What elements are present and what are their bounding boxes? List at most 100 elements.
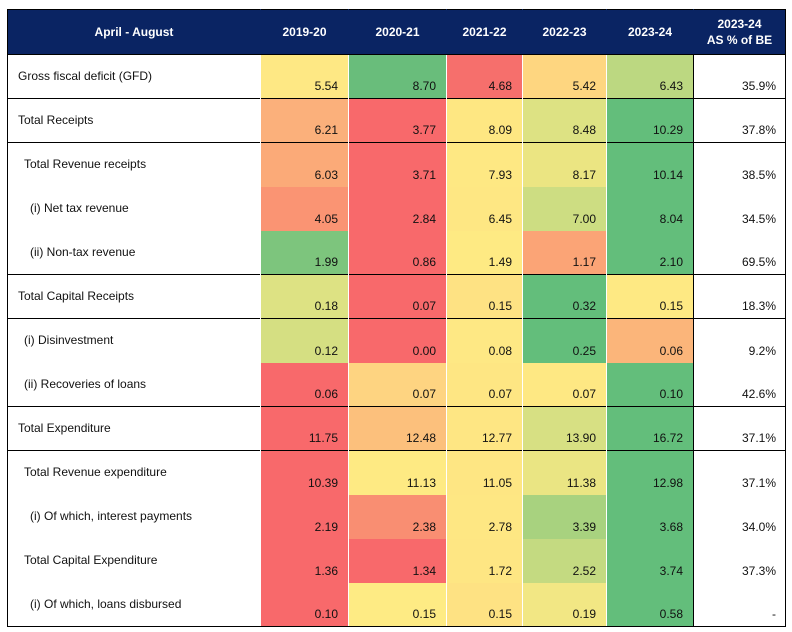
value-cell: 2.52 [522,538,607,583]
value-cell: 0.07 [522,362,607,407]
value-cell: 1.36 [260,538,349,583]
value-cell: 0.15 [446,582,523,627]
value-cell: 6.03 [260,142,349,187]
value-cell: 0.00 [348,318,447,363]
table-row: (i) Disinvestment 0.12 0.00 0.08 0.25 0.06 9.2… [7,318,786,363]
row-label: (ii) Recoveries of loans [7,362,261,407]
value-cell: 0.86 [348,230,447,275]
row-label: Total Capital Expenditure [7,538,261,583]
value-cell: 12.48 [348,406,447,451]
pct-of-be-cell: - [693,582,786,627]
row-label: (i) Net tax revenue [7,186,261,231]
col-header-pct-line2: AS % of BE [706,33,773,47]
value-cell: 0.25 [522,318,607,363]
col-header-2021-22: 2021-22 [446,9,523,55]
table-row: Total Receipts 6.21 3.77 8.09 8.48 10.29 37.8% [7,98,786,143]
pct-of-be-cell: 37.3% [693,538,786,583]
row-label: (i) Disinvestment [7,318,261,363]
value-cell: 6.45 [446,186,523,231]
value-cell: 8.70 [348,54,447,99]
table-row: Total Revenue receipts 6.03 3.71 7.93 8.17 10… [7,142,786,187]
value-cell: 2.78 [446,494,523,539]
value-cell: 0.15 [348,582,447,627]
value-cell: 8.48 [522,98,607,143]
value-cell: 4.05 [260,186,349,231]
row-label: Total Revenue receipts [7,142,261,187]
table-row: (ii) Non-tax revenue 1.99 0.86 1.49 1.17 2.10… [7,230,786,275]
value-cell: 6.43 [606,54,694,99]
value-cell: 3.74 [606,538,694,583]
value-cell: 5.54 [260,54,349,99]
pct-of-be-cell: 37.1% [693,406,786,451]
table-row: Total Capital Expenditure 1.36 1.34 1.72 2.5… [7,538,786,583]
col-header-2019-20: 2019-20 [260,9,349,55]
value-cell: 1.49 [446,230,523,275]
value-cell: 0.07 [348,362,447,407]
value-cell: 11.05 [446,450,523,495]
table-row: Total Capital Receipts 0.18 0.07 0.15 0.32 0.… [7,274,786,319]
value-cell: 11.38 [522,450,607,495]
table-row: (ii) Recoveries of loans 0.06 0.07 0.07 0.07… [7,362,786,407]
value-cell: 2.19 [260,494,349,539]
pct-of-be-cell: 35.9% [693,54,786,99]
value-cell: 10.14 [606,142,694,187]
table-row: Gross fiscal deficit (GFD) 5.54 8.70 4.68 5.… [7,54,786,99]
value-cell: 12.98 [606,450,694,495]
table-row: (i) Net tax revenue 4.05 2.84 6.45 7.00 8.04 3… [7,186,786,231]
col-header-2022-23: 2022-23 [522,9,607,55]
value-cell: 0.19 [522,582,607,627]
col-header-period: April - August [7,9,261,55]
value-cell: 6.21 [260,98,349,143]
row-label: Total Revenue expenditure [7,450,261,495]
value-cell: 2.84 [348,186,447,231]
row-label: (i) Of which, loans disbursed [7,582,261,627]
col-header-2020-21: 2020-21 [348,9,447,55]
value-cell: 1.17 [522,230,607,275]
value-cell: 10.29 [606,98,694,143]
value-cell: 0.06 [606,318,694,363]
value-cell: 3.71 [348,142,447,187]
pct-of-be-cell: 69.5% [693,230,786,275]
value-cell: 1.72 [446,538,523,583]
value-cell: 7.93 [446,142,523,187]
pct-of-be-cell: 37.8% [693,98,786,143]
value-cell: 3.68 [606,494,694,539]
value-cell: 0.32 [522,274,607,319]
value-cell: 0.12 [260,318,349,363]
value-cell: 1.99 [260,230,349,275]
value-cell: 10.39 [260,450,349,495]
pct-of-be-cell: 9.2% [693,318,786,363]
fiscal-table: April - August 2019-20 2020-21 2021-22 2… [7,9,786,627]
col-header-pct-of-be: 2023-24 AS % of BE [693,9,786,55]
value-cell: 12.77 [446,406,523,451]
value-cell: 11.13 [348,450,447,495]
table-row: (i) Of which, loans disbursed 0.10 0.15 0.1… [7,582,786,627]
value-cell: 4.68 [446,54,523,99]
value-cell: 5.42 [522,54,607,99]
value-cell: 16.72 [606,406,694,451]
table-row: (i) Of which, interest payments 2.19 2.38 2… [7,494,786,539]
value-cell: 7.00 [522,186,607,231]
value-cell: 0.15 [446,274,523,319]
value-cell: 0.10 [606,362,694,407]
table-body: Gross fiscal deficit (GFD) 5.54 8.70 4.68 5.… [7,54,786,627]
row-label: Total Receipts [7,98,261,143]
value-cell: 0.10 [260,582,349,627]
value-cell: 0.15 [606,274,694,319]
value-cell: 8.17 [522,142,607,187]
value-cell: 2.38 [348,494,447,539]
pct-of-be-cell: 18.3% [693,274,786,319]
value-cell: 8.04 [606,186,694,231]
row-label: (ii) Non-tax revenue [7,230,261,275]
value-cell: 3.39 [522,494,607,539]
value-cell: 0.07 [446,362,523,407]
table-row: Total Revenue expenditure 10.39 11.13 11.05… [7,450,786,495]
pct-of-be-cell: 42.6% [693,362,786,407]
value-cell: 0.07 [348,274,447,319]
pct-of-be-cell: 38.5% [693,142,786,187]
table-row: Total Expenditure 11.75 12.48 12.77 13.90 16.… [7,406,786,451]
value-cell: 0.08 [446,318,523,363]
value-cell: 3.77 [348,98,447,143]
value-cell: 8.09 [446,98,523,143]
row-label: Total Capital Receipts [7,274,261,319]
